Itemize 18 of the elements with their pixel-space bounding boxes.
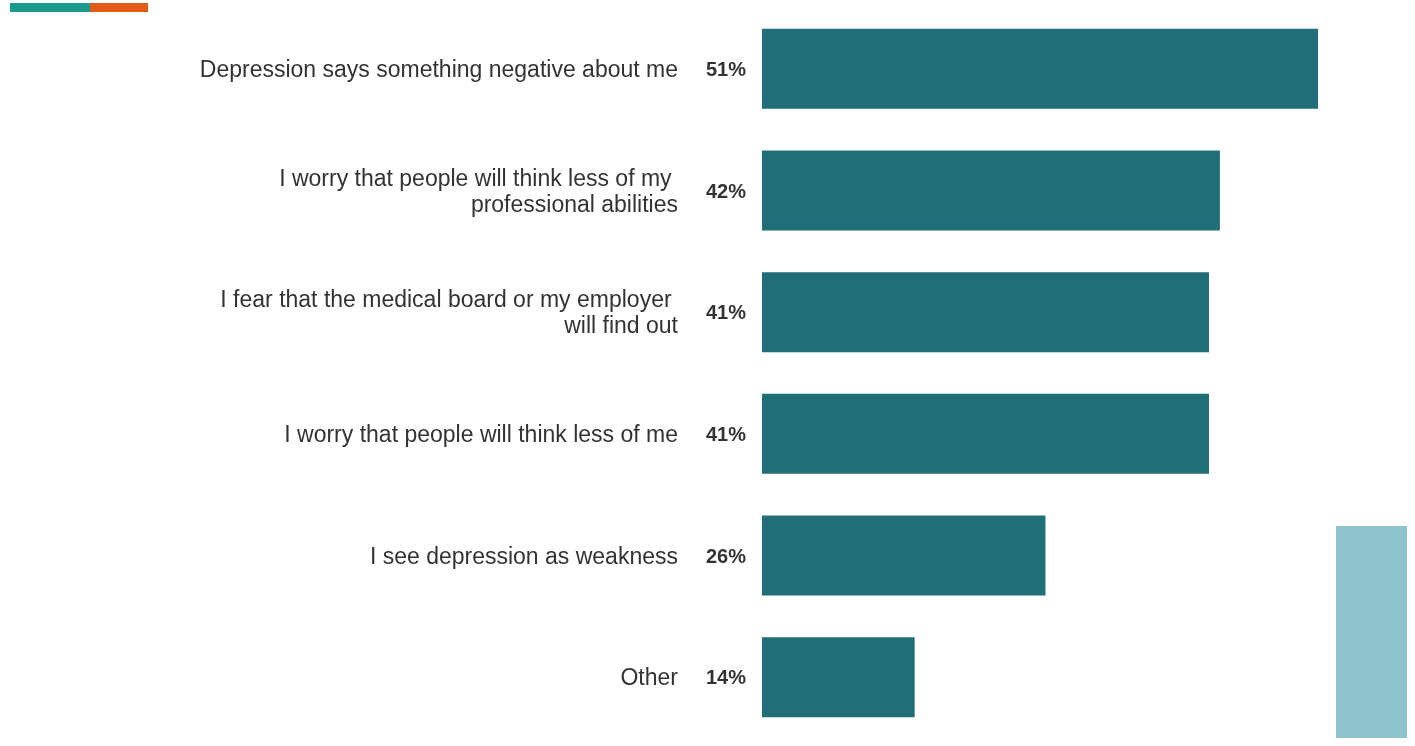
bar	[762, 637, 915, 718]
data-label: 41%	[705, 301, 747, 324]
data-label: 41%	[705, 422, 747, 445]
bar	[762, 272, 1209, 353]
bar	[762, 515, 1046, 596]
data-label: 26%	[705, 544, 747, 567]
data-label: 14%	[705, 666, 747, 689]
y-tick-label: Depression says something negative about me	[199, 55, 678, 82]
bar	[762, 150, 1220, 231]
data-label: 51%	[705, 57, 747, 80]
data-label: 42%	[705, 179, 747, 202]
y-tick-label: I worry that people will think less of my professional abilities	[279, 164, 678, 217]
bar	[762, 28, 1318, 109]
y-tick-label: Other	[620, 664, 679, 691]
bar	[762, 393, 1209, 474]
y-tick-label: I see depression as weakness	[369, 542, 678, 569]
y-tick-label: I fear that the medical board or my employer will find out	[220, 286, 679, 339]
y-tick-label: I worry that people will think less of me	[284, 420, 678, 447]
